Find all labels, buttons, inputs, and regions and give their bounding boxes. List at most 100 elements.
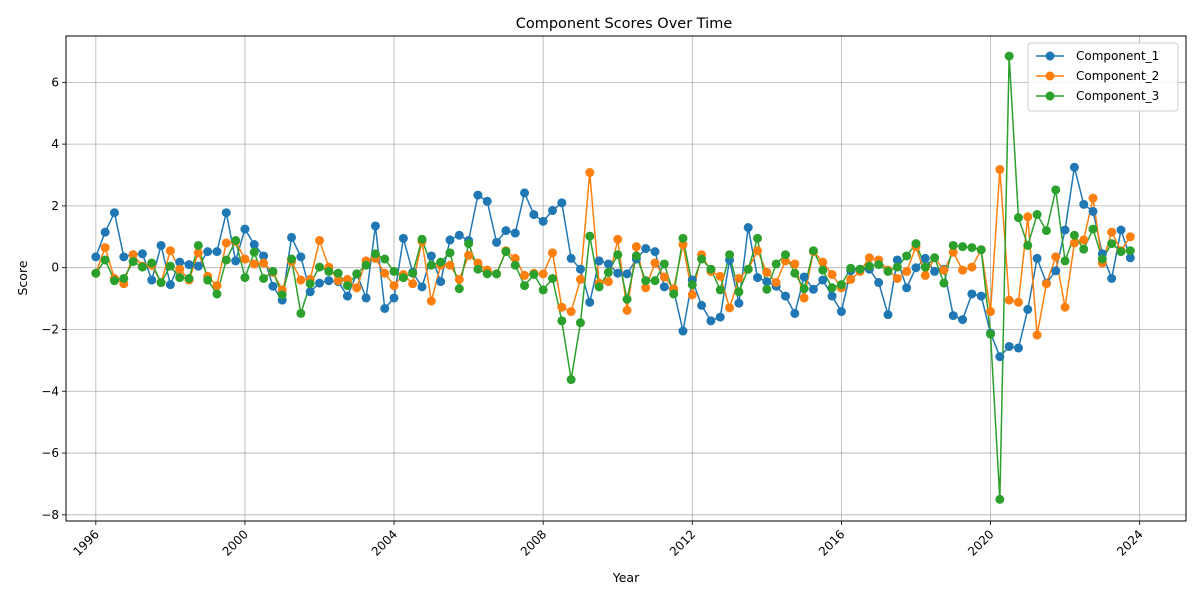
data-point xyxy=(566,307,576,317)
data-point xyxy=(454,284,464,294)
data-point xyxy=(137,249,147,259)
data-point xyxy=(902,283,912,293)
data-point xyxy=(808,246,818,256)
data-point xyxy=(240,273,250,283)
data-point xyxy=(249,240,259,250)
data-point xyxy=(902,251,912,261)
data-point xyxy=(1097,254,1107,264)
data-point xyxy=(836,280,846,290)
data-point xyxy=(426,260,436,270)
data-point xyxy=(557,302,567,312)
data-point xyxy=(687,280,697,290)
data-point xyxy=(221,255,231,265)
series-markers xyxy=(91,51,1135,504)
data-point xyxy=(389,293,399,303)
data-point xyxy=(436,277,446,287)
y-tick-label: 6 xyxy=(51,75,59,89)
data-point xyxy=(492,237,502,247)
data-point xyxy=(1051,266,1061,276)
data-point xyxy=(520,188,530,198)
data-point xyxy=(100,255,110,265)
data-point xyxy=(930,266,940,276)
data-point xyxy=(818,265,828,275)
data-point xyxy=(119,252,129,262)
data-point xyxy=(883,310,893,320)
data-point xyxy=(995,164,1005,174)
data-point xyxy=(920,262,930,272)
data-point xyxy=(585,168,595,178)
data-point xyxy=(538,285,548,295)
data-point xyxy=(510,228,520,238)
data-point xyxy=(622,305,632,315)
data-point xyxy=(445,260,455,270)
data-point xyxy=(287,254,297,264)
data-point xyxy=(464,239,474,249)
data-point xyxy=(1069,238,1079,248)
data-point xyxy=(240,254,250,264)
data-point xyxy=(603,277,613,287)
data-point xyxy=(575,318,585,328)
data-point xyxy=(920,270,930,280)
data-point xyxy=(836,307,846,317)
data-point xyxy=(259,274,269,283)
data-point xyxy=(1004,51,1014,61)
data-point xyxy=(1079,199,1089,209)
data-point xyxy=(622,269,632,279)
series-lines xyxy=(95,55,1132,501)
data-point xyxy=(678,326,688,336)
y-tick-label: 0 xyxy=(51,261,59,275)
x-tick-label: 2016 xyxy=(816,527,847,558)
data-point xyxy=(370,249,380,259)
data-point xyxy=(100,227,110,237)
data-point xyxy=(1032,210,1042,220)
data-point xyxy=(669,289,679,299)
data-point xyxy=(501,226,511,236)
data-point xyxy=(753,233,763,243)
data-point xyxy=(780,291,790,301)
data-point xyxy=(193,248,203,258)
data-point xyxy=(1060,302,1070,312)
data-point xyxy=(603,259,613,269)
data-point xyxy=(529,210,539,220)
data-point xyxy=(1023,304,1033,314)
data-point xyxy=(482,196,492,206)
data-point xyxy=(510,253,520,263)
x-axis: 1996 2000 2004 2008 2012 2016 2020 2024 xyxy=(70,521,1146,559)
data-point xyxy=(874,260,884,270)
data-point xyxy=(445,235,455,245)
data-point xyxy=(398,233,408,243)
data-point xyxy=(380,303,390,313)
data-point xyxy=(827,269,837,279)
data-point xyxy=(520,281,530,291)
legend-label-component-3: Component_3 xyxy=(1076,89,1159,103)
data-point xyxy=(538,269,548,279)
data-point xyxy=(631,251,641,261)
data-point xyxy=(967,262,977,272)
data-point xyxy=(454,274,464,284)
legend-marker-component-1 xyxy=(1045,51,1055,61)
x-axis-label: Year xyxy=(612,570,640,585)
data-point xyxy=(156,278,166,288)
series-points-component-3 xyxy=(91,51,1135,504)
data-point xyxy=(892,255,902,265)
data-point xyxy=(1079,244,1089,254)
data-point xyxy=(920,253,930,263)
data-point xyxy=(1004,295,1014,305)
data-point xyxy=(622,294,632,304)
data-point xyxy=(613,268,623,278)
data-point xyxy=(389,281,399,291)
data-point xyxy=(575,274,585,284)
data-point xyxy=(1125,253,1135,263)
data-point xyxy=(678,240,688,250)
data-point xyxy=(193,240,203,250)
data-point xyxy=(1013,343,1023,353)
data-point xyxy=(650,258,660,268)
data-point xyxy=(352,283,362,293)
y-tick-label: −2 xyxy=(41,322,59,336)
data-point xyxy=(91,268,101,278)
data-point xyxy=(1107,239,1117,249)
data-point xyxy=(753,273,763,283)
data-point xyxy=(454,230,464,240)
data-point xyxy=(855,264,865,274)
data-point xyxy=(482,269,492,279)
